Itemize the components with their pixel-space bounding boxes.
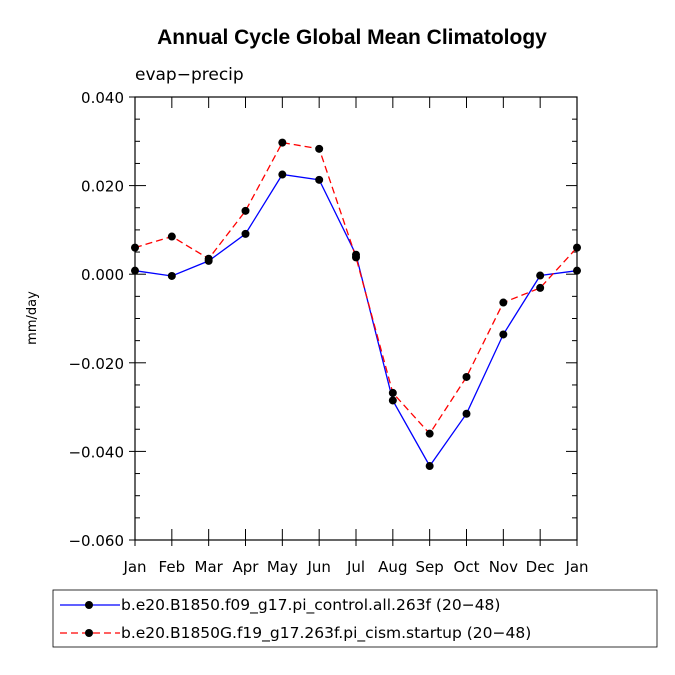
- legend-label-series-2: b.e20.B1850G.f19_g17.263f.pi_cism.startu…: [121, 624, 531, 643]
- series-2-point: [462, 372, 471, 381]
- y-tick-label: 0.000: [81, 266, 124, 284]
- series-2-point: [388, 388, 397, 397]
- series-2-point: [167, 232, 176, 241]
- y-axis-label: mm/day: [25, 291, 40, 345]
- axis-ticks: [129, 96, 578, 546]
- series-2-point: [352, 253, 360, 262]
- series-layer: [131, 138, 581, 471]
- series-2-point: [499, 298, 508, 307]
- x-tick-label: Oct: [454, 558, 480, 576]
- series-2-point: [131, 243, 139, 252]
- x-tick-label: Sep: [416, 558, 444, 576]
- series-1-point: [278, 170, 287, 179]
- series-2-point: [425, 429, 434, 438]
- x-tick-label: Apr: [233, 558, 260, 576]
- x-tick-labels: Jan Feb Mar Apr May Jun Jul Aug Sep Oct Nov Dec Jan: [122, 558, 588, 576]
- x-tick-label: Jun: [306, 558, 330, 576]
- chart-title: Annual Cycle Global Mean Climatology: [157, 26, 547, 49]
- series-1-point: [241, 229, 250, 238]
- x-tick-label: Jan: [564, 558, 588, 576]
- series-1-point: [425, 462, 434, 471]
- series-1-point: [573, 266, 581, 275]
- y-tick-labels: 0.040 0.020 0.000 −0.020 −0.040 −0.060: [68, 89, 124, 550]
- chart-subtitle: evap−precip: [135, 65, 244, 85]
- series-1-point: [499, 330, 508, 339]
- series-1-point: [131, 266, 139, 275]
- plot-frame: [134, 96, 578, 541]
- x-tick-label: Aug: [378, 558, 407, 576]
- y-tick-label: 0.020: [81, 178, 124, 196]
- x-tick-label: Mar: [195, 558, 224, 576]
- series-2-point: [241, 206, 250, 215]
- series-1-point: [167, 271, 176, 280]
- x-tick-label: Dec: [526, 558, 555, 576]
- series-1-point: [315, 175, 324, 184]
- legend-box: [52, 589, 658, 648]
- y-tick-label: −0.060: [68, 532, 124, 550]
- series-1-point: [536, 271, 545, 280]
- x-tick-label: Nov: [489, 558, 518, 576]
- series-1-point: [388, 396, 397, 405]
- y-tick-label: −0.040: [68, 443, 124, 461]
- series-line-1: [134, 173, 578, 468]
- x-tick-label: May: [267, 558, 298, 576]
- x-tick-label: Jan: [122, 558, 146, 576]
- legend-marker-series-2: [85, 629, 93, 637]
- series-2-point: [204, 254, 213, 263]
- y-tick-label: −0.020: [68, 355, 124, 373]
- series-2-point: [278, 138, 287, 147]
- series-2-point: [315, 144, 324, 153]
- legend-marker-series-1: [85, 601, 93, 609]
- legend-label-series-1: b.e20.B1850.f09_g17.pi_control.all.263f …: [121, 596, 500, 615]
- series-2-point: [573, 243, 581, 252]
- series-2-point: [536, 283, 545, 292]
- legend: b.e20.B1850.f09_g17.pi_control.all.263f …: [52, 589, 658, 648]
- x-tick-label: Feb: [159, 558, 186, 576]
- y-tick-label: 0.040: [81, 89, 124, 107]
- x-tick-label: Jul: [346, 558, 365, 576]
- series-1-point: [462, 409, 471, 418]
- series-line-2: [134, 141, 578, 435]
